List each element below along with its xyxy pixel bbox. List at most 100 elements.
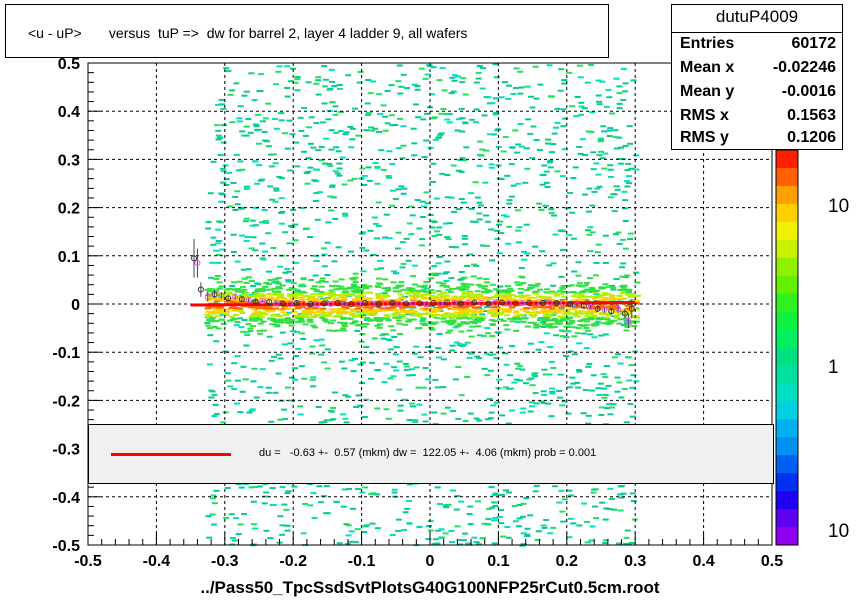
heatmap-cell: [281, 418, 288, 421]
heatmap-cell: [633, 168, 640, 171]
heatmap-cell: [213, 249, 220, 252]
heatmap-cell: [336, 174, 343, 177]
heatmap-cell: [307, 142, 314, 145]
heatmap-cell: [611, 508, 618, 511]
heatmap-cell: [330, 418, 337, 421]
heatmap-cell: [617, 509, 624, 512]
heatmap-cell: [336, 167, 343, 170]
heatmap-cell: [265, 283, 272, 286]
heatmap-cell: [433, 307, 440, 310]
heatmap-cell: [548, 387, 555, 390]
heatmap-cell: [627, 238, 634, 241]
stats-value: 0.1206: [787, 129, 836, 146]
heatmap-cell: [378, 300, 385, 303]
color-scale-cell: [776, 257, 798, 277]
heatmap-cell: [279, 321, 286, 324]
heatmap-cell: [591, 190, 598, 193]
profile-point: [512, 300, 519, 307]
heatmap-cell: [575, 274, 582, 277]
heatmap-cell: [243, 344, 250, 347]
heatmap-cell: [438, 536, 445, 539]
heatmap-cell: [242, 378, 249, 381]
stats-box: dutuP4009 Entries 60172 Mean x -0.02246 …: [671, 4, 843, 150]
heatmap-cell: [548, 208, 555, 211]
heatmap-cell: [517, 287, 524, 290]
heatmap-cell: [243, 281, 250, 284]
heatmap-cell: [333, 146, 340, 149]
heatmap-cell: [455, 325, 462, 328]
heatmap-cell: [392, 353, 399, 356]
heatmap-cell: [518, 267, 525, 270]
heatmap-cell: [371, 337, 378, 340]
heatmap-cell: [361, 416, 368, 419]
heatmap-cell: [571, 270, 578, 273]
heatmap-cell: [484, 374, 491, 377]
heatmap-cell: [351, 298, 358, 301]
color-scale-cell: [776, 491, 798, 510]
heatmap-cell: [520, 320, 527, 323]
heatmap-cell: [318, 338, 325, 341]
heatmap-cell: [416, 285, 423, 288]
heatmap-cell: [381, 292, 388, 295]
heatmap-cell: [350, 278, 357, 281]
heatmap-cell: [416, 403, 423, 406]
heatmap-cell: [428, 349, 435, 352]
heatmap-cell: [519, 296, 526, 299]
heatmap-cell: [472, 121, 479, 124]
heatmap-cell: [453, 508, 460, 511]
heatmap-cell: [432, 295, 439, 298]
heatmap-cell: [320, 299, 327, 302]
heatmap-cell: [450, 90, 457, 93]
heatmap-cell: [506, 202, 513, 205]
heatmap-cell: [355, 134, 362, 137]
heatmap-cell: [346, 487, 353, 490]
heatmap-cell: [440, 412, 447, 415]
heatmap-cell: [242, 295, 249, 298]
heatmap-cell: [395, 231, 402, 234]
heatmap-cell: [524, 535, 531, 538]
heatmap-cell: [545, 138, 552, 141]
heatmap-cell: [605, 323, 612, 326]
heatmap-cell: [498, 232, 505, 235]
heatmap-cell: [339, 156, 346, 159]
heatmap-cell: [297, 312, 304, 315]
heatmap-cell: [386, 150, 393, 153]
heatmap-cell: [632, 154, 639, 157]
heatmap-cell: [452, 326, 459, 329]
heatmap-cell: [414, 88, 421, 91]
heatmap-cell: [406, 483, 413, 486]
heatmap-cell: [218, 192, 225, 195]
heatmap-cell: [584, 229, 591, 232]
heatmap-cell: [253, 292, 260, 295]
heatmap-cell: [359, 246, 366, 249]
heatmap-cell: [321, 162, 328, 165]
heatmap-cell: [483, 352, 490, 355]
heatmap-cell: [360, 314, 367, 317]
heatmap-cell: [384, 286, 391, 289]
heatmap-cell: [467, 317, 474, 320]
heatmap-cell: [315, 76, 322, 79]
heatmap-cell: [330, 291, 337, 294]
heatmap-cell: [209, 316, 216, 319]
color-scale-cell: [776, 167, 798, 187]
heatmap-cell: [422, 309, 429, 312]
heatmap-cell: [347, 179, 354, 182]
heatmap-cell: [571, 305, 578, 308]
heatmap-cell: [619, 308, 626, 311]
heatmap-cell: [616, 294, 623, 297]
heatmap-cell: [277, 357, 284, 360]
heatmap-cell: [471, 322, 478, 325]
heatmap-cell: [312, 326, 319, 329]
heatmap-cell: [262, 250, 269, 253]
heatmap-cell: [334, 172, 341, 175]
heatmap-cell: [497, 285, 504, 288]
heatmap-cell: [624, 185, 631, 188]
heatmap-cell: [213, 320, 220, 323]
heatmap-cell: [443, 112, 450, 115]
heatmap-cell: [444, 173, 451, 176]
heatmap-cell: [366, 111, 373, 114]
heatmap-cell: [332, 218, 339, 221]
heatmap-cell: [222, 350, 229, 353]
heatmap-cell: [590, 151, 597, 154]
heatmap-cell: [369, 361, 376, 364]
